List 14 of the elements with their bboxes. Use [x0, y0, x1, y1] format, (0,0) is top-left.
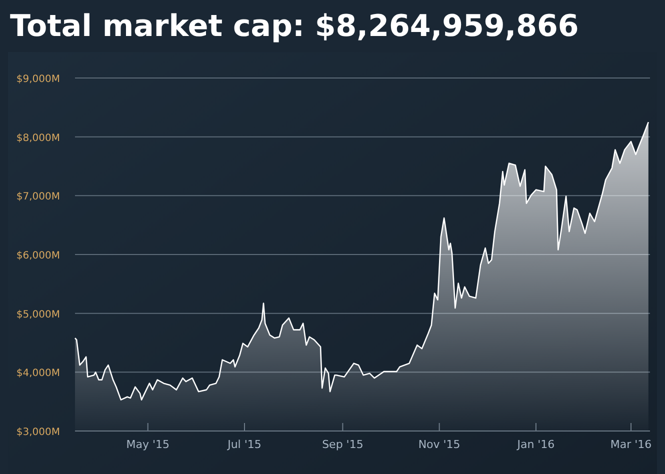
y-tick-label: $7,000M [16, 192, 60, 203]
x-tick-label: Jul '15 [226, 438, 262, 451]
chart-title: Total market cap: $8,264,959,866 [10, 9, 579, 44]
y-tick-label: $6,000M [16, 250, 60, 262]
x-tick-label: Jan '16 [516, 438, 555, 451]
y-tick-label: $8,000M [16, 132, 60, 144]
x-tick-label: Nov '15 [418, 438, 460, 451]
y-tick-label: $9,000M [16, 74, 60, 85]
x-tick-label: May '15 [126, 438, 170, 451]
x-tick-label: Mar '16 [610, 438, 652, 451]
y-tick-label: $5,000M [16, 309, 60, 320]
y-tick-label: $3,000M [16, 427, 60, 438]
x-tick-label: Sep '15 [322, 438, 364, 451]
y-tick-label: $4,000M [16, 368, 60, 380]
